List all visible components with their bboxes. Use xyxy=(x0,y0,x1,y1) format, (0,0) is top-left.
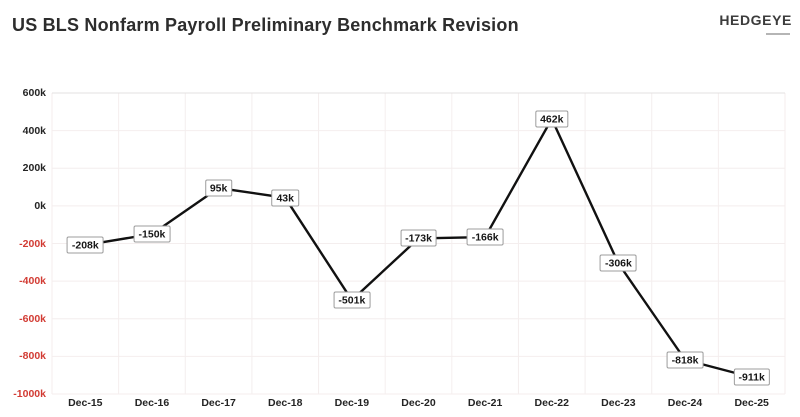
data-point-label: -501k xyxy=(333,291,371,309)
x-axis-tick-label: Dec-24 xyxy=(667,397,703,409)
hedgeye-logo-text: HEDGEYE xyxy=(719,12,792,28)
hedgeye-logo: HEDGEYE xyxy=(719,12,792,35)
data-point-label: 43k xyxy=(271,189,299,207)
y-axis-tick-label: 0k xyxy=(34,199,46,212)
x-axis-tick-label: Dec-20 xyxy=(401,397,436,409)
x-axis-tick-label: Dec-21 xyxy=(467,397,503,409)
x-axis-tick-label: Dec-17 xyxy=(201,397,236,409)
y-axis-tick-label: -600k xyxy=(19,312,46,325)
data-point-label: 95k xyxy=(204,179,233,197)
hedgeye-logo-underline xyxy=(766,33,790,35)
y-axis-tick-label: -200k xyxy=(19,237,46,250)
data-point-label: 462k xyxy=(535,110,569,128)
x-axis-tick-label: Dec-22 xyxy=(534,397,569,409)
x-axis-tick-label: Dec-15 xyxy=(68,397,103,409)
x-axis-tick-label: Dec-23 xyxy=(601,397,636,409)
y-axis-tick-label: -800k xyxy=(19,350,46,363)
data-point-label: -818k xyxy=(666,351,704,369)
data-point-label: -306k xyxy=(599,254,637,272)
x-axis-tick-label: Dec-19 xyxy=(334,397,370,409)
chart-title: US BLS Nonfarm Payroll Preliminary Bench… xyxy=(12,15,519,35)
x-axis-tick-label: Dec-18 xyxy=(267,397,303,409)
data-point-label: -208k xyxy=(66,236,104,254)
x-axis-tick-label: Dec-16 xyxy=(134,397,170,409)
data-point-label: -911k xyxy=(733,368,770,386)
y-axis-tick-label: -1000k xyxy=(13,388,46,400)
y-axis-tick-label: 400k xyxy=(22,124,46,137)
data-point-label: -173k xyxy=(400,229,437,247)
data-point-label: -166k xyxy=(466,228,504,246)
y-axis-tick-label: 600k xyxy=(22,87,46,99)
x-axis-tick-label: Dec-25 xyxy=(734,397,769,409)
y-axis-tick-label: 200k xyxy=(22,162,46,175)
y-axis-tick-label: -400k xyxy=(19,275,46,288)
data-point-label: -150k xyxy=(133,225,171,243)
